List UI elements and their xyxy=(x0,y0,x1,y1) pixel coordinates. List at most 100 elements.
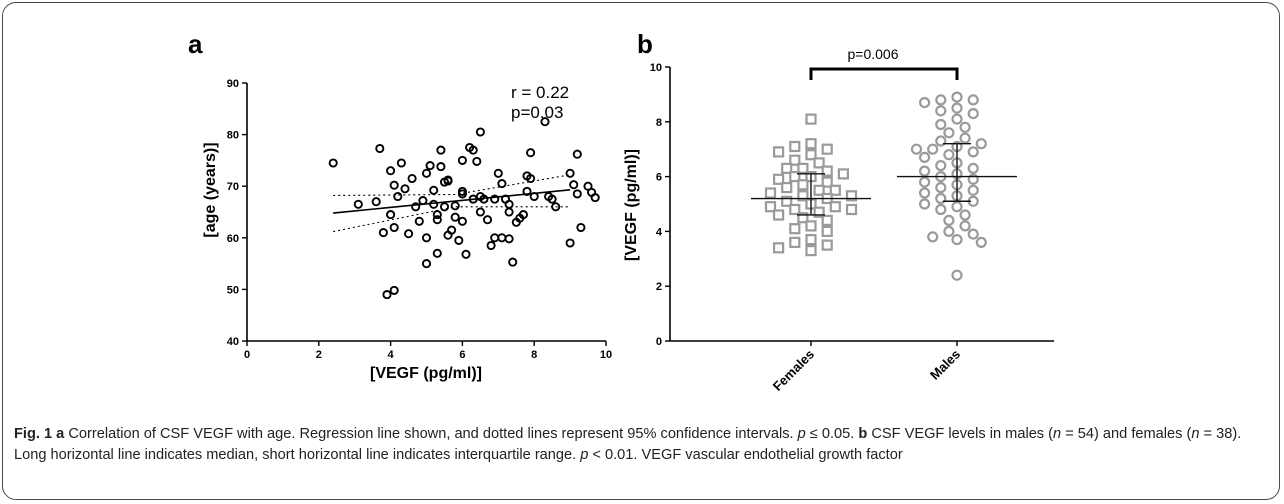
panel-b-y-axis-label: [VEGF (pg/ml)] xyxy=(623,149,640,261)
data-point xyxy=(590,193,600,203)
caption-n2-rest: = 38). Long horizontal line indicates me… xyxy=(14,426,1242,463)
panel-a-x-tick-label: 10 xyxy=(600,349,612,361)
male-data-point xyxy=(943,214,955,226)
male-data-point xyxy=(967,94,979,106)
male-data-point xyxy=(935,94,947,106)
data-point xyxy=(518,210,528,220)
panel-b-y-tick-label: 8 xyxy=(656,117,662,129)
data-point xyxy=(565,168,575,178)
panel-a-confidence-intervals xyxy=(333,174,571,233)
female-data-point xyxy=(821,225,833,237)
caption-p-a-rest: ≤ 0.05. xyxy=(805,426,859,442)
data-point xyxy=(475,207,485,217)
panel-b-axes: 0 2 4 6 8 10 Females Males xyxy=(650,62,1054,394)
data-point xyxy=(414,216,424,226)
male-data-point xyxy=(918,165,931,177)
data-point xyxy=(389,180,399,190)
data-point xyxy=(468,145,478,155)
panel-a-y-tick-label: 80 xyxy=(227,130,239,142)
female-data-point xyxy=(805,138,817,150)
data-point xyxy=(393,191,403,202)
data-point xyxy=(411,202,421,212)
female-data-point xyxy=(845,203,858,216)
panel-a-y-tick-label: 40 xyxy=(227,336,239,348)
data-point xyxy=(421,168,432,178)
correlation-r-annotation: r = 0.22 xyxy=(511,83,569,102)
female-data-point xyxy=(797,212,809,224)
data-point xyxy=(490,194,500,204)
male-data-point xyxy=(967,107,979,120)
data-point xyxy=(576,222,586,233)
female-data-point xyxy=(821,214,833,226)
male-data-point xyxy=(959,220,971,232)
caption-fig-label: Fig. 1 xyxy=(14,426,53,442)
female-data-point xyxy=(829,201,841,213)
data-point xyxy=(382,290,392,300)
data-point xyxy=(425,161,435,171)
female-data-point xyxy=(789,171,801,183)
caption-part-a: Correlation of CSF VEGF with age. Regres… xyxy=(64,426,798,442)
male-data-point xyxy=(918,96,931,109)
data-point xyxy=(486,240,496,251)
data-point xyxy=(439,202,450,212)
data-point xyxy=(457,189,467,199)
data-point xyxy=(328,158,338,168)
significance-p-value: p=0.006 xyxy=(848,46,899,62)
ci-upper-line xyxy=(333,174,571,197)
male-data-point xyxy=(918,187,931,199)
panel-a-x-tick-label: 0 xyxy=(244,349,250,361)
female-data-point xyxy=(789,223,801,235)
male-data-point xyxy=(967,184,979,196)
female-data-point xyxy=(829,184,841,196)
female-data-point xyxy=(789,154,801,166)
data-point xyxy=(429,199,439,209)
panel-a-y-axis-label: [age (years)] xyxy=(202,142,219,237)
male-data-point xyxy=(975,138,987,150)
panel-b-y-tick-label: 6 xyxy=(656,172,662,184)
caption-a-label: a xyxy=(56,426,65,442)
female-data-point xyxy=(797,179,809,191)
caption-n2: n xyxy=(1191,426,1200,442)
data-point xyxy=(497,179,507,189)
female-data-point xyxy=(813,206,825,218)
male-data-point xyxy=(918,151,931,163)
male-data-point xyxy=(927,143,939,155)
caption-p-b: p xyxy=(580,447,589,463)
panel-b: b 0 2 4 6 8 10 Females Males p=0.006 [VEGF (pg/… xyxy=(623,29,1054,394)
caption-part-b1: CSF VEGF levels in males ( xyxy=(867,426,1054,442)
male-data-point xyxy=(967,162,979,174)
male-data-point xyxy=(943,127,955,139)
data-point xyxy=(447,225,457,235)
panel-a-axes: 0 2 4 6 8 10 40 50 60 70 80 90 xyxy=(227,78,612,361)
regression-line xyxy=(333,189,571,214)
caption-p-a: p xyxy=(797,426,806,442)
female-data-point xyxy=(805,113,817,125)
female-data-point xyxy=(837,168,850,180)
data-point xyxy=(389,222,399,233)
male-data-point xyxy=(935,118,947,131)
male-data-point xyxy=(935,182,947,194)
data-point xyxy=(490,233,500,243)
female-data-point xyxy=(805,220,817,232)
female-data-point xyxy=(781,182,793,194)
panel-b-y-tick-label: 10 xyxy=(650,62,662,74)
male-data-point xyxy=(927,231,939,243)
male-data-point xyxy=(967,228,979,240)
female-data-point xyxy=(845,190,858,202)
data-point xyxy=(436,145,446,155)
data-point xyxy=(493,168,503,178)
data-point xyxy=(475,127,485,137)
significance-bracket xyxy=(809,67,959,80)
female-data-point xyxy=(772,146,785,158)
male-data-point xyxy=(951,91,963,103)
panel-b-y-tick-label: 2 xyxy=(656,281,662,293)
female-data-point xyxy=(781,195,793,207)
data-point xyxy=(371,197,381,207)
data-point xyxy=(450,201,460,211)
caption-n1-rest: = 54) and females ( xyxy=(1061,426,1192,442)
category-label: Females xyxy=(770,347,817,394)
data-point xyxy=(522,186,532,196)
panel-b-median-iqr xyxy=(751,143,1017,216)
panel-a-letter: a xyxy=(188,29,203,59)
